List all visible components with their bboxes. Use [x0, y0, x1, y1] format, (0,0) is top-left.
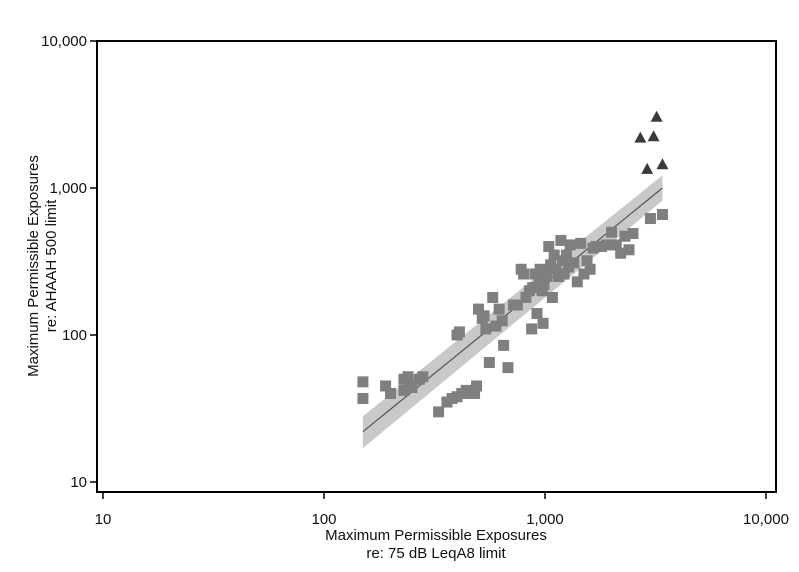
- square-point: [402, 371, 414, 383]
- square-point: [526, 323, 538, 335]
- triangle-point: [647, 130, 660, 142]
- square-point: [406, 381, 418, 393]
- x-axis-ticks: 10 100 1,000 10,000: [95, 492, 789, 528]
- square-point: [556, 255, 568, 267]
- square-point: [619, 230, 631, 242]
- square-point: [550, 263, 562, 275]
- square-point: [552, 271, 564, 283]
- square-point: [656, 209, 668, 221]
- square-point: [480, 323, 492, 335]
- square-point: [571, 276, 583, 288]
- triangle-point: [634, 131, 647, 143]
- square-point: [385, 387, 397, 399]
- square-point: [548, 249, 560, 261]
- square-point: [520, 291, 532, 303]
- square-point: [493, 303, 505, 315]
- square-point: [555, 234, 567, 246]
- x-tick-label: 100: [311, 511, 336, 528]
- square-point: [538, 279, 550, 291]
- square-point: [471, 380, 483, 392]
- axis-labels-layer: Maximum Permissible Exposures re: 75 dB …: [25, 155, 547, 562]
- square-point: [511, 299, 523, 311]
- square-point: [496, 315, 508, 327]
- square-point: [490, 320, 502, 332]
- square-point: [487, 291, 499, 303]
- square-point: [398, 384, 410, 396]
- square-point: [502, 362, 514, 374]
- y-axis-title-line-2: re: AHAAH 500 limit: [43, 199, 60, 332]
- square-point: [533, 273, 545, 285]
- x-axis-title-line-2: re: 75 dB LeqA8 limit: [366, 545, 506, 562]
- square-point: [536, 285, 548, 297]
- triangle-point: [656, 158, 669, 170]
- square-point: [527, 282, 539, 294]
- x-tick-label: 10,000: [743, 511, 789, 528]
- square-point: [541, 271, 553, 283]
- x-tick-label: 10: [95, 511, 112, 528]
- square-point: [564, 239, 576, 251]
- y-axis-ticks: 10 100 1,000 10,000: [41, 33, 97, 491]
- square-point: [568, 257, 580, 269]
- y-tick-label: 100: [62, 327, 87, 344]
- confidence-band: [362, 175, 663, 449]
- square-point: [610, 239, 622, 251]
- square-point: [558, 268, 570, 280]
- square-point: [644, 213, 656, 225]
- square-point: [623, 244, 635, 256]
- square-point: [357, 376, 369, 388]
- square-point: [518, 268, 530, 280]
- y-axis-title-line-1: Maximum Permissible Exposures: [25, 155, 42, 377]
- plot-frame: [96, 40, 777, 493]
- square-point: [453, 326, 465, 338]
- y-tick-label: 1,000: [49, 180, 87, 197]
- square-point: [531, 308, 543, 320]
- points-layer: [357, 110, 669, 418]
- x-tick-label: 1,000: [526, 511, 564, 528]
- square-point: [417, 371, 429, 383]
- square-point: [469, 387, 481, 399]
- square-point: [581, 255, 593, 267]
- confidence-band-layer: [362, 175, 663, 449]
- square-point: [578, 268, 590, 280]
- square-point: [433, 406, 445, 418]
- triangle-point: [641, 162, 654, 174]
- triangle-point: [650, 110, 663, 122]
- x-axis-title-line-1: Maximum Permissible Exposures: [325, 527, 547, 544]
- y-tick-label: 10,000: [41, 33, 87, 50]
- square-point: [560, 249, 572, 261]
- y-tick-label: 10: [70, 474, 87, 491]
- square-point: [357, 392, 369, 404]
- square-point: [537, 317, 549, 329]
- square-point: [606, 226, 618, 238]
- square-point: [546, 291, 558, 303]
- square-point: [483, 357, 495, 369]
- square-point: [380, 380, 392, 392]
- square-point: [543, 240, 555, 252]
- square-point: [478, 310, 490, 322]
- square-point: [575, 237, 587, 249]
- square-point: [472, 303, 484, 315]
- square-point: [615, 247, 627, 259]
- square-point: [498, 339, 510, 351]
- square-point: [584, 263, 596, 275]
- square-point: [627, 228, 639, 240]
- square-point: [601, 239, 613, 251]
